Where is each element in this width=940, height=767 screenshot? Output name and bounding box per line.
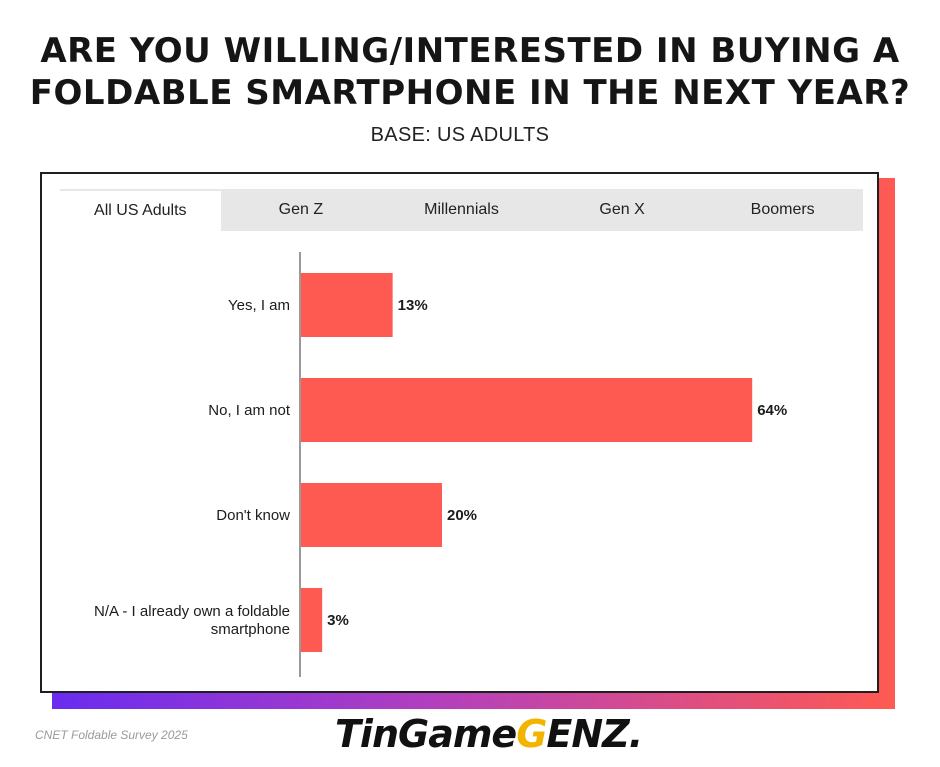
watermark-logo: TinGameGENZ. (335, 712, 643, 762)
category-label: No, I am not (208, 402, 291, 419)
bar (301, 378, 753, 442)
tab-gen-z[interactable]: Gen Z (278, 201, 324, 218)
title-line-1: ARE YOU WILLING/INTERESTED IN BUYING A (40, 31, 900, 71)
category-label: smartphone (211, 621, 290, 638)
bar (301, 273, 393, 337)
tab-all-us-adults[interactable]: All US Adults (60, 189, 221, 231)
data-label: 3% (327, 612, 349, 629)
tab-millennials[interactable]: Millennials (424, 201, 499, 218)
category-label: N/A - I already own a foldable (94, 603, 290, 620)
source-note: CNET Foldable Survey 2025 (35, 728, 188, 742)
bar (301, 483, 442, 547)
title-line-2: FOLDABLE SMARTPHONE IN THE NEXT YEAR? (29, 73, 911, 113)
watermark-part-2: G (516, 712, 547, 756)
tab-gen-x[interactable]: Gen X (599, 201, 645, 218)
category-label: Yes, I am (228, 297, 290, 314)
data-label: 13% (398, 297, 428, 314)
chart-card: All US Adults Gen Z Millennials Gen X Bo… (40, 172, 879, 693)
category-label: Don't know (216, 507, 290, 524)
bar (301, 588, 323, 652)
audience-tabs: All US Adults Gen Z Millennials Gen X Bo… (60, 189, 863, 231)
data-label: 20% (447, 507, 477, 524)
bar-chart: 13% Yes, I am 64% No, I am not 20% Don't know… (94, 252, 787, 677)
chart-title: ARE YOU WILLING/INTERESTED IN BUYING A F… (0, 30, 940, 114)
chart-subtitle: BASE: US ADULTS (370, 124, 550, 146)
data-label: 64% (757, 402, 787, 419)
tab-boomers[interactable]: Boomers (750, 201, 815, 218)
watermark-part-3: ENZ. (546, 712, 643, 756)
watermark-part-1: TinGame (335, 712, 517, 756)
